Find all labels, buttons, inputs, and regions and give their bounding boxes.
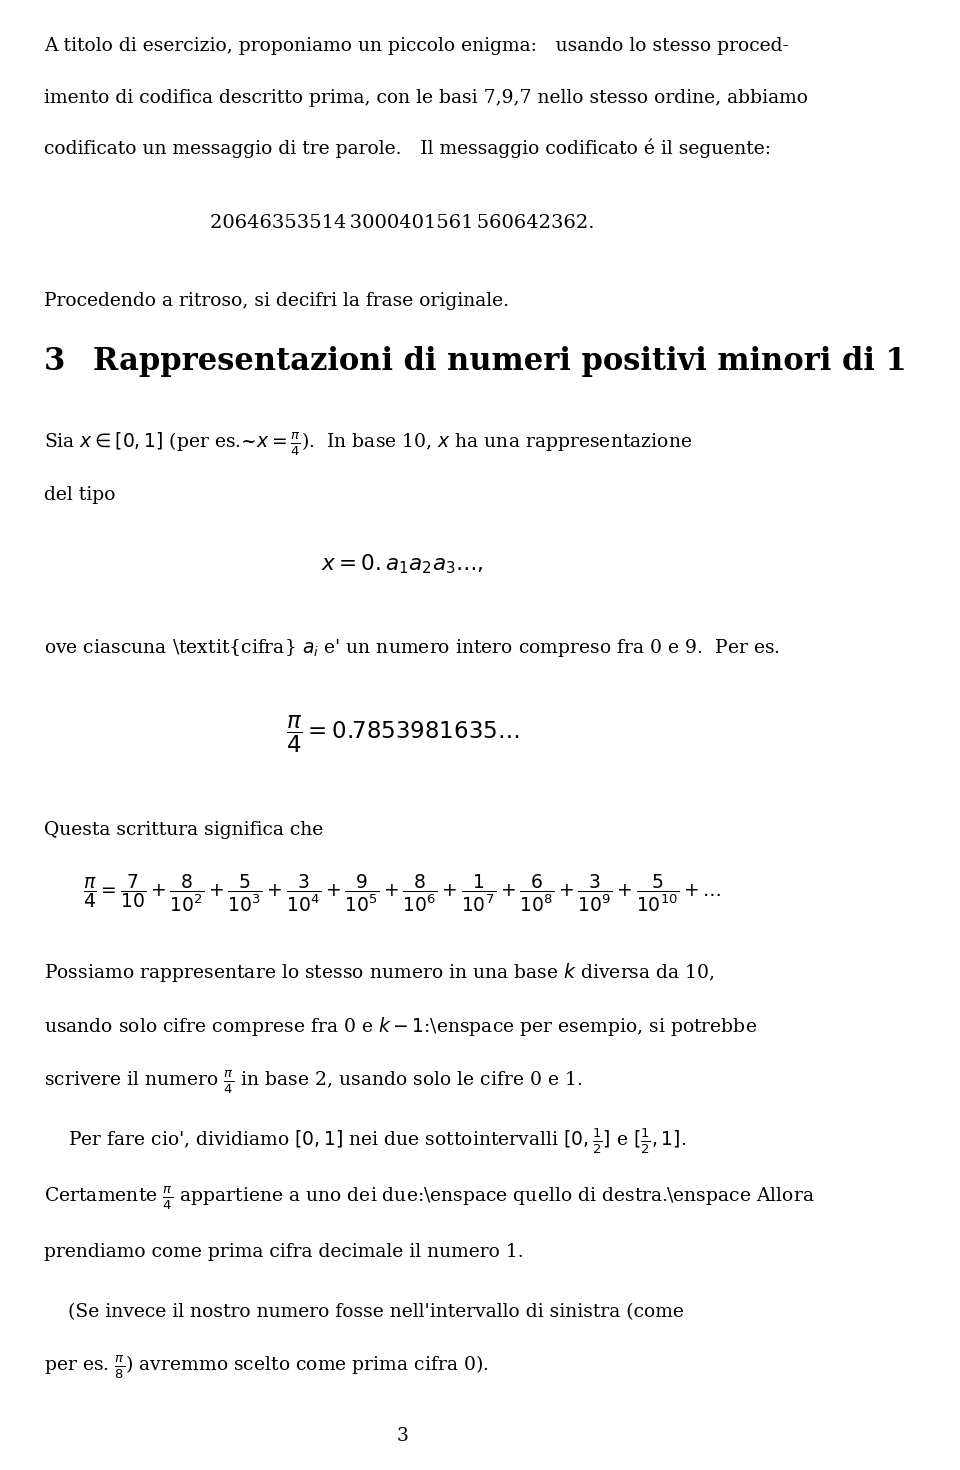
Text: 3: 3 [44,347,65,378]
Text: 3: 3 [396,1426,408,1445]
Text: Possiamo rappresentare lo stesso numero in una base $k$ diversa da 10,: Possiamo rappresentare lo stesso numero … [44,960,715,983]
Text: Per fare cio', dividiamo $[0,1]$ nei due sottointervalli $[0,\frac{1}{2}]$ e $[\: Per fare cio', dividiamo $[0,1]$ nei due… [68,1126,686,1157]
Text: codificato un messaggio di tre parole. Il messaggio codificato é il seguente:: codificato un messaggio di tre parole. I… [44,138,771,159]
Text: ove ciascuna \textit{cifra} $a_i$ e' un numero intero compreso fra 0 e 9.  Per e: ove ciascuna \textit{cifra} $a_i$ e' un … [44,637,780,659]
Text: prendiamo come prima cifra decimale il numero 1.: prendiamo come prima cifra decimale il n… [44,1242,524,1261]
Text: $\dfrac{\pi}{4} = 0.7853981635\ldots$: $\dfrac{\pi}{4} = 0.7853981635\ldots$ [286,714,519,756]
Text: Questa scrittura significa che: Questa scrittura significa che [44,820,324,839]
Text: del tipo: del tipo [44,485,116,504]
Text: Certamente $\frac{\pi}{4}$ appartiene a uno dei due:\enspace quello di destra.\e: Certamente $\frac{\pi}{4}$ appartiene a … [44,1185,815,1213]
Text: imento di codifica descritto prima, con le basi 7,9,7 nello stesso ordine, abbia: imento di codifica descritto prima, con … [44,88,808,107]
Text: usando solo cifre comprese fra 0 e $k-1$:\enspace per esempio, si potrebbe: usando solo cifre comprese fra 0 e $k-1$… [44,1014,757,1038]
Text: 20646353514 3000401561 560642362.: 20646353514 3000401561 560642362. [210,213,594,232]
Text: per es. $\frac{\pi}{8}$) avremmo scelto come prima cifra 0).: per es. $\frac{\pi}{8}$) avremmo scelto … [44,1354,489,1382]
Text: Procedendo a ritroso, si decifri la frase originale.: Procedendo a ritroso, si decifri la fras… [44,291,509,310]
Text: Sia $x \in [0,1]$ (per es.~$x = \frac{\pi}{4}$).  In base 10, $x$ ha una rappres: Sia $x \in [0,1]$ (per es.~$x = \frac{\p… [44,431,692,459]
Text: $x = 0.a_1 a_2 a_3\ldots,$: $x = 0.a_1 a_2 a_3\ldots,$ [321,553,484,576]
Text: scrivere il numero $\frac{\pi}{4}$ in base 2, usando solo le cifre 0 e 1.: scrivere il numero $\frac{\pi}{4}$ in ba… [44,1069,583,1097]
Text: (Se invece il nostro numero fosse nell'intervallo di sinistra (come: (Se invece il nostro numero fosse nell'i… [68,1302,684,1322]
Text: A titolo di esercizio, proponiamo un piccolo enigma: usando lo stesso proced-: A titolo di esercizio, proponiamo un pic… [44,37,789,56]
Text: $\dfrac{\pi}{4} = \dfrac{7}{10} + \dfrac{8}{10^2} + \dfrac{5}{10^3} + \dfrac{3}{: $\dfrac{\pi}{4} = \dfrac{7}{10} + \dfrac… [84,873,722,914]
Text: Rappresentazioni di numeri positivi minori di 1: Rappresentazioni di numeri positivi mino… [92,347,906,378]
